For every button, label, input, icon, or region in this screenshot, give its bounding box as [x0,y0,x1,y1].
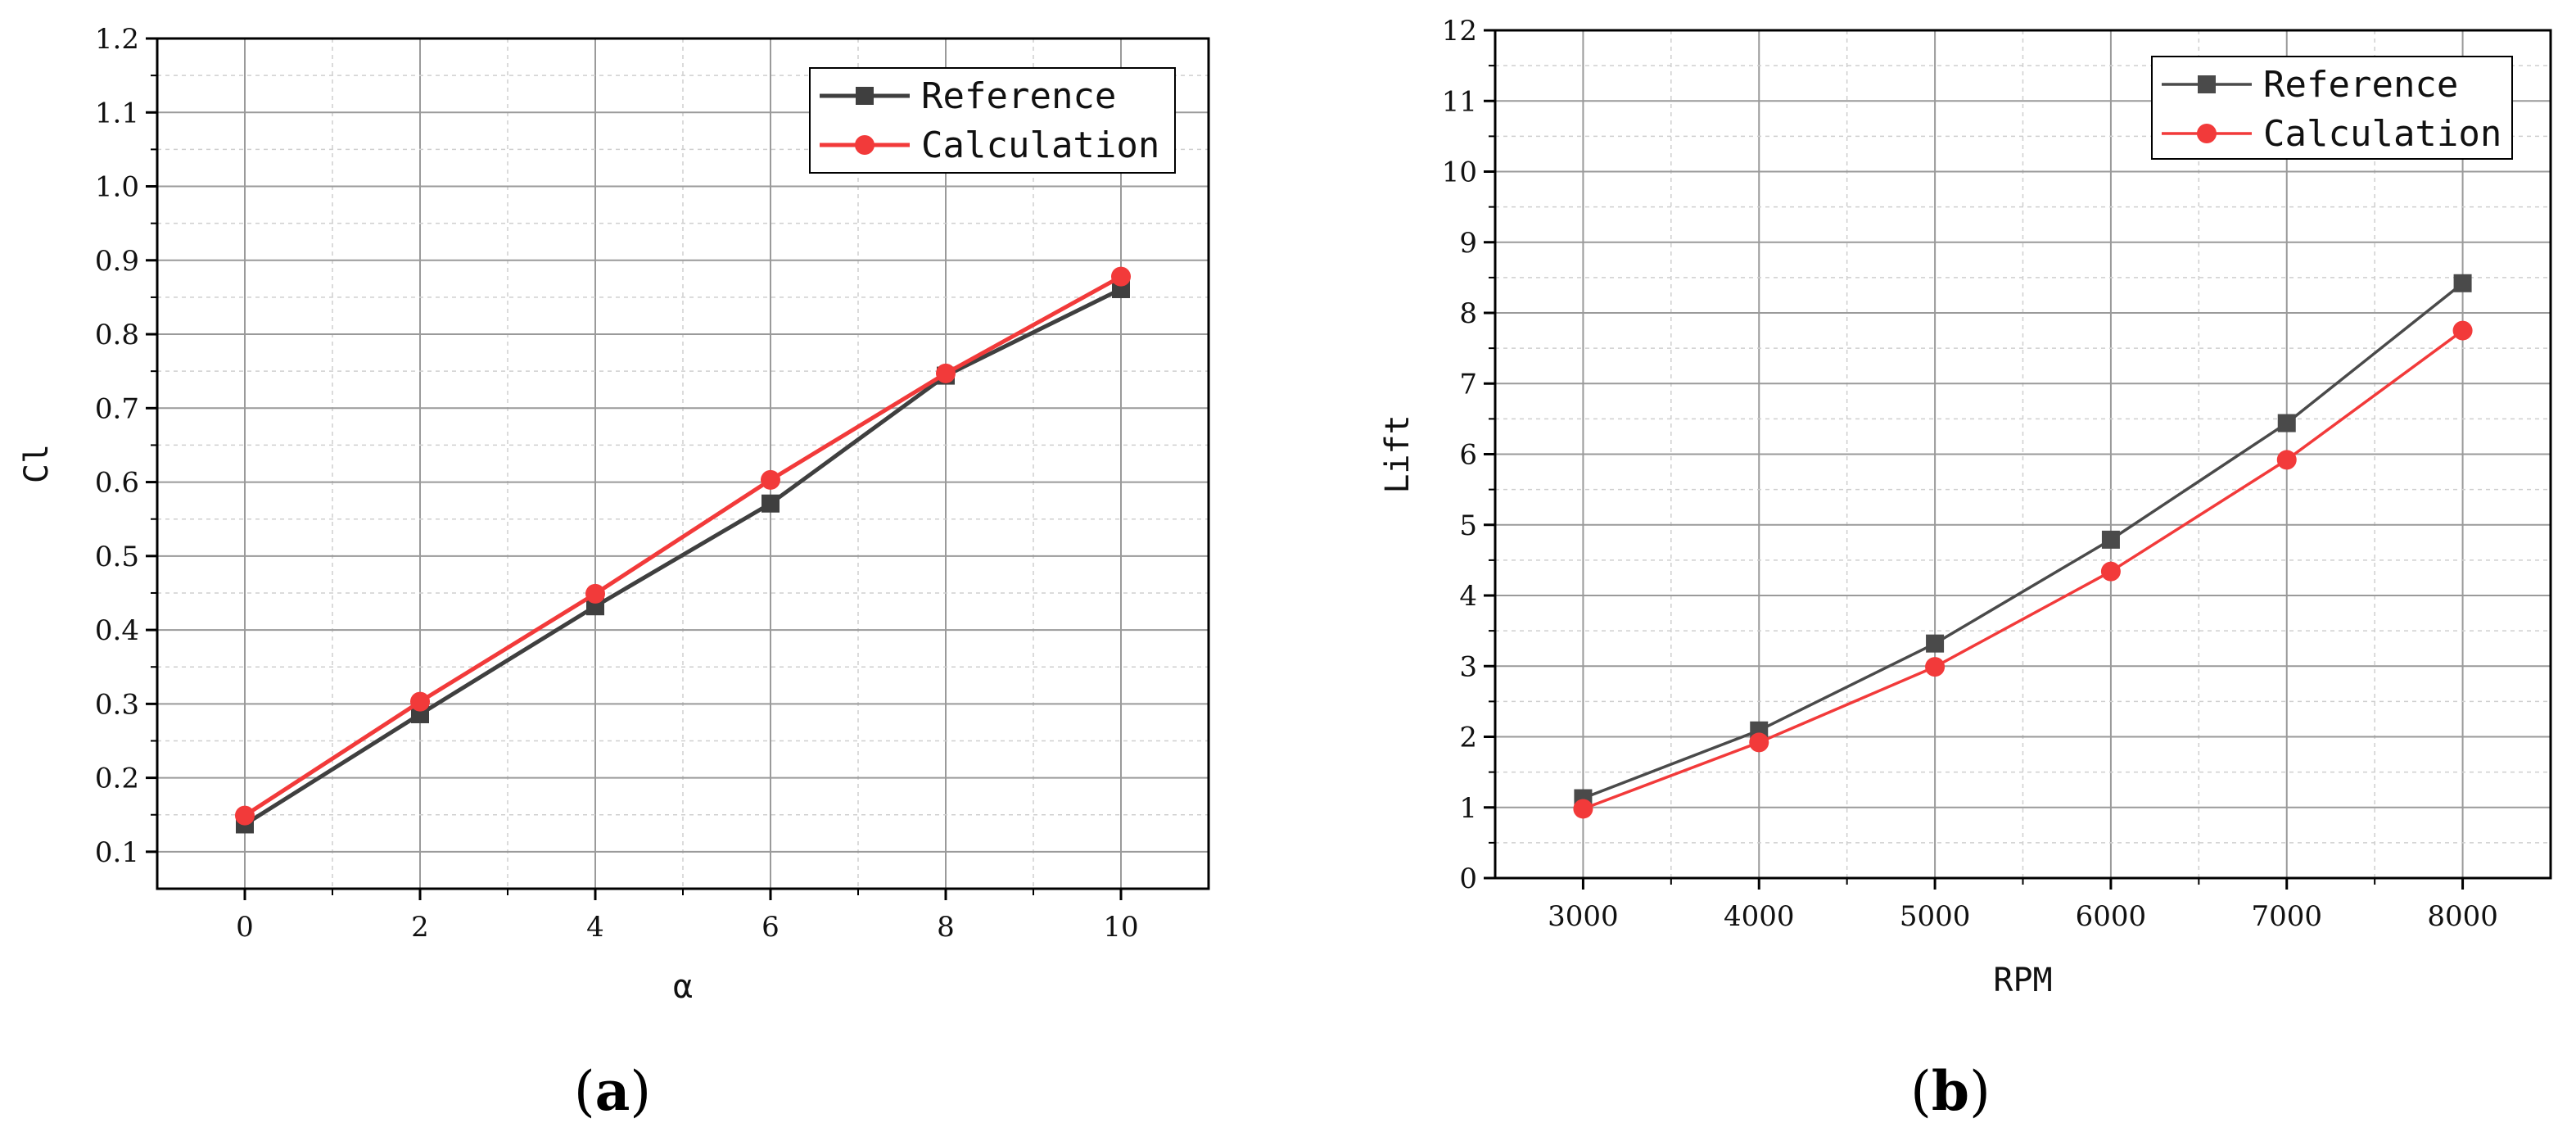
x-tick-label: 6000 [2076,900,2147,933]
legend-label-reference: Reference [2263,64,2458,106]
point-calculation [761,469,780,490]
point-reference [762,494,780,513]
point-calculation [1925,657,1946,677]
y-tick-label: 1 [1459,792,1477,825]
x-axis-title: α [673,968,693,1006]
y-tick-label: 1.2 [95,23,139,56]
y-tick-label: 8 [1459,297,1477,330]
point-calculation [1573,799,1593,819]
caption-a: (a) [574,1059,651,1123]
y-tick-label: 9 [1459,227,1477,260]
series-line-calculation [243,274,1123,817]
x-tick-label: 2 [411,911,429,944]
x-tick-label: 6 [762,911,780,944]
y-tick-label: 0.1 [95,836,139,869]
point-reference [2101,530,2120,549]
point-calculation [1749,732,1769,753]
x-tick-label: 10 [1103,911,1138,944]
y-tick-label: 0.6 [95,467,139,500]
x-tick-label: 3000 [1548,900,1619,933]
x-tick-label: 4000 [1724,900,1795,933]
series-line-reference [1582,282,2464,800]
grid-pa [157,38,1209,889]
y-tick-label: 3 [1459,650,1477,683]
grid-pb [1495,30,2551,878]
x-tick-label: 0 [236,911,254,944]
y-tick-label: 2 [1459,722,1477,754]
legend-label-reference: Reference [921,75,1116,117]
legend-marker-calculation [2197,124,2217,143]
y-tick-label: 4 [1459,580,1477,613]
y-axis-title: Cl [18,444,56,483]
series-line-reference [243,287,1123,826]
y-tick-label: 0.5 [95,541,139,573]
y-tick-label: 5 [1459,509,1477,542]
point-calculation [1111,266,1131,287]
y-tick-label: 0 [1459,863,1477,895]
x-axis-title: RPM [1993,962,2052,999]
point-reference [2277,414,2296,432]
legend-label-calculation: Calculation [921,125,1159,166]
x-tick-label: 7000 [2251,900,2322,933]
legend-label-calculation: Calculation [2263,113,2501,155]
chart-panel-b: 3000 4000 5000 6000 7000 80000123456789101112… [1379,15,2552,999]
y-tick-label: 0.2 [95,763,139,795]
point-calculation [410,691,430,712]
point-calculation [2276,450,2297,470]
caption-b-letter: b [1932,1059,1969,1123]
x-tick-label: 8000 [2427,900,2498,933]
y-tick-label: 7 [1459,368,1477,401]
legend-pa: Reference Calculation [809,67,1176,174]
legend-marker-calculation [855,135,874,155]
y-tick-label: 6 [1459,439,1477,472]
point-calculation [2452,320,2473,341]
y-tick-label: 10 [1442,156,1477,189]
caption-b: (b) [1910,1059,1991,1123]
point-calculation [235,805,255,826]
caption-a-letter: a [595,1059,630,1123]
y-tick-label: 1.0 [95,171,139,204]
legend-marker-reference [2198,75,2216,93]
chart-panel-a: 0 2 4 6 8 10 0.1 0.2 0.3 0.4 0.5 0.6 0.7 0.8 0.9 1.0 1.1… [18,23,1210,1006]
y-tick-label: 1.1 [95,97,139,129]
x-tick-label: 8 [937,911,955,944]
y-axis-title: Lift [1379,414,1417,493]
point-reference [1926,634,1945,653]
y-tick-label: 0.7 [95,392,139,425]
series-line-calculation [1582,329,2464,811]
y-tick-label: 12 [1442,15,1477,48]
y-tick-label: 0.3 [95,688,139,721]
legend-box [809,67,1176,174]
point-calculation [936,363,956,383]
point-calculation [585,583,605,604]
point-reference [2453,274,2472,292]
y-tick-label: 0.8 [95,319,139,351]
x-tick-label: 5000 [1900,900,1971,933]
y-tick-label: 11 [1442,85,1477,118]
y-tick-label: 0.4 [95,614,139,647]
x-tick-label: 4 [586,911,604,944]
point-calculation [2100,561,2121,582]
legend-pb: Reference Calculation [2151,56,2513,160]
svg-text:(a): (a) [574,1059,651,1123]
svg-text:(b): (b) [1910,1059,1991,1123]
legend-marker-reference [856,87,874,105]
y-tick-label: 0.9 [95,245,139,278]
